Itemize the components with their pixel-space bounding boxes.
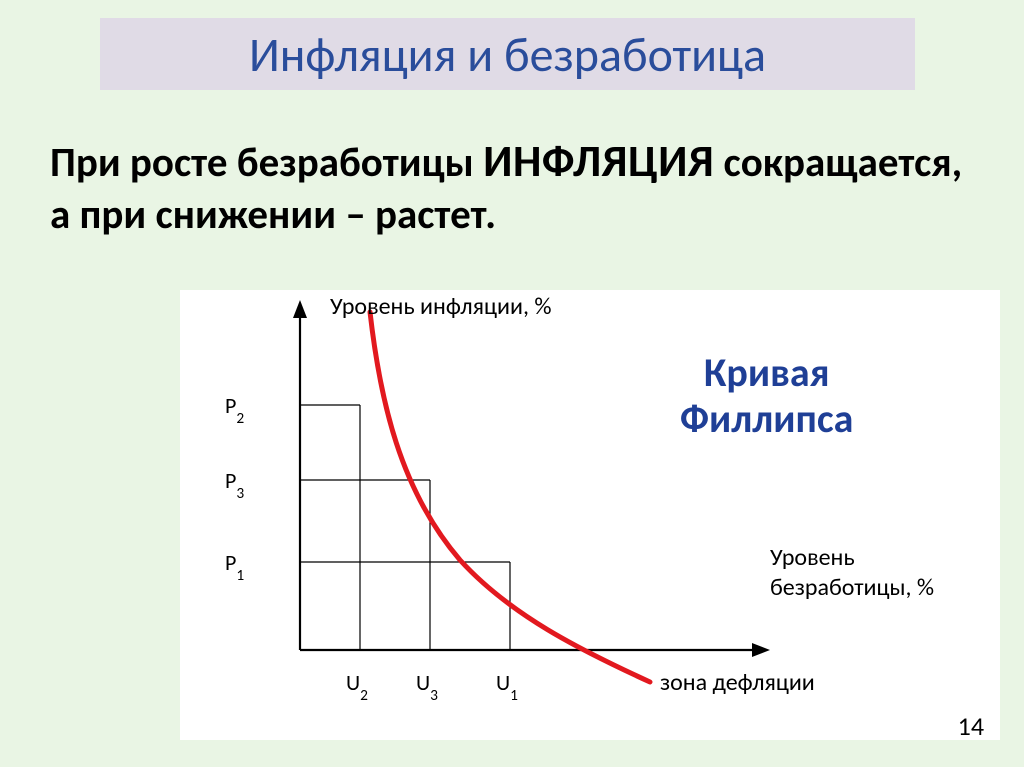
slide-title: Инфляция и безработица bbox=[249, 25, 766, 84]
curve-label: Кривая Филлипса bbox=[680, 350, 853, 442]
svg-text:безработицы, %: безработицы, % bbox=[770, 573, 934, 602]
body-prefix: При росте безработицы bbox=[50, 138, 483, 188]
chart-svg: P2 P3 P1 U2 U3 U1 Уровень инфляции, % Уровеньбе… bbox=[180, 290, 1000, 740]
curve-label-line1: Кривая bbox=[704, 348, 830, 397]
phillips-chart: P2 P3 P1 U2 U3 U1 Уровень инфляции, % Уровеньбе… bbox=[180, 290, 1000, 740]
slide-title-bar: Инфляция и безработица bbox=[100, 18, 915, 90]
svg-text:U3: U3 bbox=[416, 669, 438, 705]
page-number: 14 bbox=[958, 710, 984, 742]
svg-text:U1: U1 bbox=[496, 669, 518, 705]
body-emphasis: ИНФЛЯЦИЯ bbox=[483, 134, 714, 189]
svg-text:P3: P3 bbox=[225, 467, 244, 503]
curve-label-line2: Филлипса bbox=[680, 394, 853, 443]
body-text: При росте безработицы ИНФЛЯЦИЯ сокращает… bbox=[50, 135, 970, 240]
svg-text:Уровень: Уровень bbox=[770, 543, 855, 572]
svg-text:P1: P1 bbox=[225, 549, 244, 585]
svg-text:Уровень инфляции, %: Уровень инфляции, % bbox=[330, 292, 552, 321]
svg-text:зона дефляции: зона дефляции bbox=[660, 668, 815, 697]
svg-text:P2: P2 bbox=[225, 392, 244, 428]
svg-text:U2: U2 bbox=[346, 669, 368, 705]
